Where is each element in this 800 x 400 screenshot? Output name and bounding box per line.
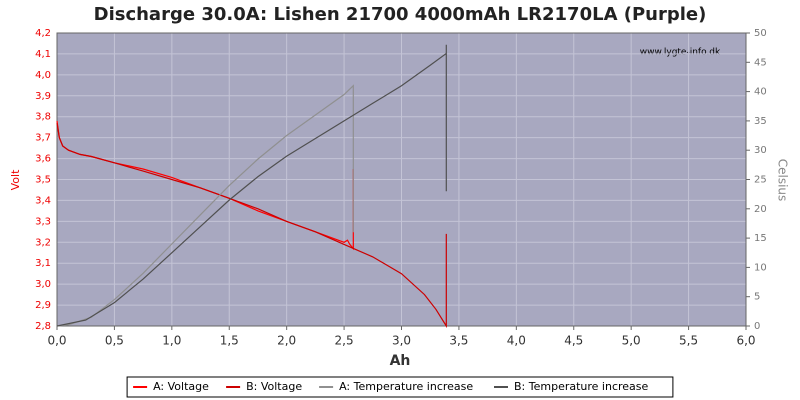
y-tick-label: 4,0 — [35, 70, 51, 81]
legend-label: B: Temperature increase — [514, 380, 649, 393]
line — [56, 44, 447, 327]
y2-tick-label: 0 — [754, 321, 760, 332]
x-tick-label: 6,0 — [736, 334, 755, 348]
y-tick-label: 3,0 — [35, 279, 51, 290]
line — [56, 122, 447, 329]
y-tick-label: 2,9 — [35, 300, 51, 311]
legend-label: A: Voltage — [153, 380, 209, 393]
x-tick-label: 2,5 — [335, 334, 354, 348]
legend-label: B: Voltage — [246, 380, 302, 393]
y2-tick-label: 5 — [754, 292, 760, 303]
x-tick-label: 3,0 — [392, 334, 411, 348]
x-tick-label: 0,0 — [47, 334, 66, 348]
y-axis-label: Volt — [9, 169, 22, 190]
y-tick-label: 4,2 — [35, 28, 51, 39]
y-tick-label: 4,1 — [35, 49, 51, 60]
y-tick-label: 2,8 — [35, 321, 51, 332]
chart-title: Discharge 30.0A: Lishen 21700 4000mAh LR… — [94, 4, 707, 25]
x-tick-label: 3,5 — [449, 334, 468, 348]
watermark: www.lygte-info.dk — [640, 48, 721, 58]
x-tick-label: 2,0 — [277, 334, 296, 348]
y2-tick-label: 30 — [754, 145, 767, 156]
y2-tick-label: 40 — [754, 87, 767, 98]
x-axis-label: Ah — [390, 353, 411, 369]
y2-tick-label: 50 — [754, 28, 767, 39]
y2-tick-label: 25 — [754, 175, 767, 186]
x-tick-label: 5,5 — [679, 334, 698, 348]
y2-tick-label: 20 — [754, 204, 767, 215]
y-tick-label: 3,9 — [35, 91, 51, 102]
y2-tick-label: 35 — [754, 116, 767, 127]
y2-tick-label: 45 — [754, 57, 767, 68]
y2-tick-label: 15 — [754, 233, 767, 244]
legend-box — [126, 376, 674, 398]
x-tick-label: 4,5 — [564, 334, 583, 348]
x-tick-label: 1,0 — [162, 334, 181, 348]
y-tick-label: 3,2 — [35, 237, 51, 248]
y2-tick-label: 10 — [754, 262, 767, 273]
y2-axis-label: Celsius — [776, 159, 790, 202]
y-tick-label: 3,6 — [35, 154, 51, 165]
y-tick-label: 3,3 — [35, 216, 51, 227]
legend: A: Voltage B: Voltage A: Temperature incre… — [126, 376, 674, 398]
plot-frame — [56, 32, 747, 327]
x-tick-label: 0,5 — [105, 334, 124, 348]
x-tick-label: 1,5 — [220, 334, 239, 348]
y-tick-label: 3,4 — [35, 195, 51, 206]
y-tick-label: 3,7 — [35, 133, 51, 144]
legend-label: A: Temperature increase — [339, 380, 473, 393]
y-tick-label: 3,1 — [35, 258, 51, 269]
x-tick-label: 5,0 — [622, 334, 641, 348]
y-tick-label: 3,5 — [35, 175, 51, 186]
y-tick-label: 3,8 — [35, 112, 51, 123]
x-tick-label: 4,0 — [507, 334, 526, 348]
